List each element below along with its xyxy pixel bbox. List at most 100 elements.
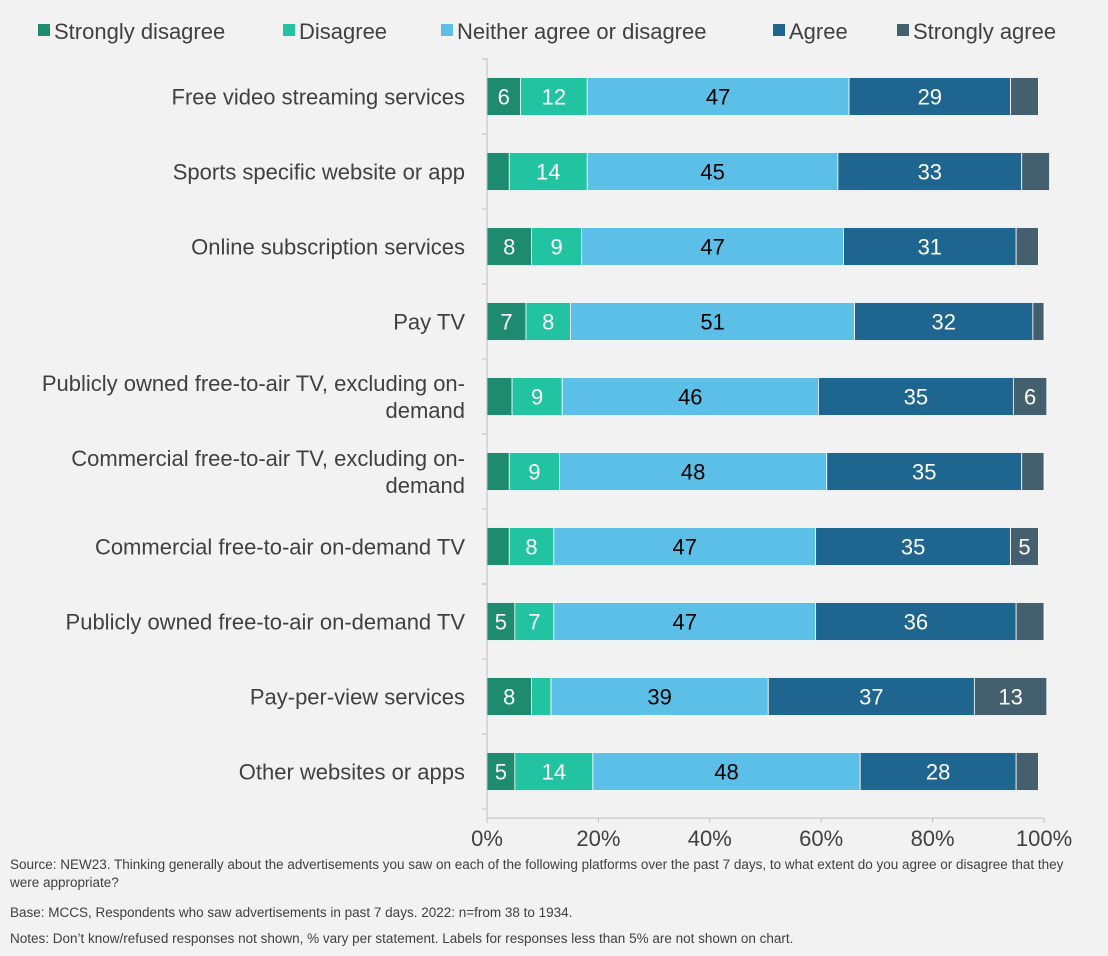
stacked-bar-chart: Strongly disagree Disagree Neither agree o… bbox=[38, 19, 1072, 850]
data-label: 6 bbox=[1024, 385, 1036, 410]
bar-segment bbox=[837, 152, 1023, 191]
bar-area: 6 12 47 29 14 45 33 8 9 47 31 7 8 51 32 9 46 35 6 9 48 35 8 47 3… bbox=[486, 77, 1050, 791]
bar-segment bbox=[1032, 302, 1045, 341]
category-label: Commercial free-to-air TV, excluding on-… bbox=[71, 446, 465, 498]
bar-segment bbox=[486, 152, 510, 191]
data-label: 12 bbox=[542, 85, 566, 110]
bar-segment bbox=[1015, 752, 1039, 791]
bar-segment bbox=[815, 527, 1011, 566]
x-axis: 0% 20% 40% 60% 80% 100% bbox=[471, 58, 1072, 850]
data-label: 29 bbox=[918, 85, 942, 110]
data-label: 48 bbox=[714, 760, 738, 785]
bar-segment bbox=[514, 752, 594, 791]
data-label: 9 bbox=[551, 235, 563, 260]
data-label: 14 bbox=[536, 160, 560, 185]
data-label: 6 bbox=[498, 85, 510, 110]
bar-segment bbox=[586, 152, 839, 191]
data-label: 8 bbox=[503, 235, 515, 260]
x-tick-label: 0% bbox=[471, 826, 503, 850]
data-label: 47 bbox=[672, 610, 696, 635]
data-label: 5 bbox=[495, 760, 507, 785]
bar-segment bbox=[486, 452, 510, 491]
data-label: 51 bbox=[700, 310, 724, 335]
bar-segment bbox=[486, 302, 527, 341]
data-label: 8 bbox=[542, 310, 554, 335]
data-label: 8 bbox=[525, 535, 537, 560]
data-label: 35 bbox=[901, 535, 925, 560]
data-label: 35 bbox=[904, 385, 928, 410]
bar-segment bbox=[486, 752, 516, 791]
data-label: 47 bbox=[700, 235, 724, 260]
bar-segment bbox=[531, 677, 552, 716]
data-label: 36 bbox=[904, 610, 928, 635]
bar-segment bbox=[486, 77, 521, 116]
bar-segment bbox=[508, 452, 560, 491]
bar-segment bbox=[1021, 452, 1045, 491]
category-label: Pay TV bbox=[393, 310, 465, 335]
bar-segment bbox=[559, 452, 828, 491]
bar-segment bbox=[511, 377, 563, 416]
legend-label: Neither agree or disagree bbox=[457, 19, 706, 44]
bar-segment bbox=[581, 227, 844, 266]
data-label: 39 bbox=[647, 685, 671, 710]
bar-segment bbox=[486, 677, 532, 716]
legend-swatch bbox=[38, 24, 50, 36]
data-label: 46 bbox=[678, 385, 702, 410]
bar-segment bbox=[553, 602, 817, 641]
legend-label: Strongly disagree bbox=[54, 19, 225, 44]
source-note: Source: NEW23. Thinking generally about … bbox=[10, 857, 1064, 890]
x-tick-label: 80% bbox=[911, 826, 955, 850]
category-label: Publicly owned free-to-air on-demand TV bbox=[66, 610, 466, 635]
data-label: 8 bbox=[503, 685, 515, 710]
data-label: 33 bbox=[918, 160, 942, 185]
bar-segment bbox=[826, 452, 1023, 491]
data-label: 31 bbox=[918, 235, 942, 260]
category-labels: Free video streaming services Sports spec… bbox=[42, 85, 465, 785]
category-label: Commercial free-to-air on-demand TV bbox=[95, 535, 465, 560]
data-label: 5 bbox=[1018, 535, 1030, 560]
bar-segment bbox=[592, 752, 861, 791]
chart-legend: Strongly disagree Disagree Neither agree o… bbox=[38, 19, 1056, 44]
legend-swatch bbox=[897, 24, 909, 36]
legend-swatch bbox=[441, 24, 453, 36]
legend-swatch bbox=[773, 24, 785, 36]
bar-segment bbox=[520, 77, 588, 116]
category-label: Sports specific website or app bbox=[173, 160, 465, 185]
bar-segment bbox=[1010, 77, 1039, 116]
data-label: 32 bbox=[931, 310, 955, 335]
data-label: 45 bbox=[700, 160, 724, 185]
bar-segment bbox=[1010, 527, 1039, 566]
legend-swatch bbox=[283, 24, 295, 36]
bar-segment bbox=[848, 77, 1011, 116]
data-label: 7 bbox=[500, 310, 512, 335]
data-label: 9 bbox=[528, 460, 540, 485]
bar-segment bbox=[1021, 152, 1050, 191]
legend-label: Strongly agree bbox=[913, 19, 1056, 44]
bar-segment bbox=[561, 377, 819, 416]
bar-segment bbox=[973, 677, 1048, 716]
data-label: 37 bbox=[859, 685, 883, 710]
category-label: Publicly owned free-to-air TV, excluding… bbox=[42, 371, 465, 423]
category-label: Other websites or apps bbox=[239, 760, 465, 785]
x-tick-label: 40% bbox=[688, 826, 732, 850]
notes-note: Notes: Don’t know/refused responses not … bbox=[10, 931, 794, 946]
bar-segment bbox=[525, 302, 571, 341]
bar-segment bbox=[818, 377, 1014, 416]
legend-label: Agree bbox=[789, 19, 848, 44]
x-tick-label: 60% bbox=[799, 826, 843, 850]
base-note: Base: MCCS, Respondents who saw advertis… bbox=[10, 905, 573, 920]
x-tick-label: 100% bbox=[1016, 826, 1072, 850]
category-label: Pay-per-view services bbox=[250, 685, 465, 710]
bar-segment bbox=[531, 227, 583, 266]
data-label: 47 bbox=[672, 535, 696, 560]
data-label: 14 bbox=[542, 760, 566, 785]
data-label: 47 bbox=[706, 85, 730, 110]
bar-segment bbox=[1015, 227, 1039, 266]
data-label: 9 bbox=[531, 385, 543, 410]
bar-segment bbox=[514, 602, 555, 641]
bar-segment bbox=[1012, 377, 1048, 416]
bar-segment bbox=[586, 77, 850, 116]
data-label: 35 bbox=[912, 460, 936, 485]
data-label: 7 bbox=[528, 610, 540, 635]
data-label: 13 bbox=[998, 685, 1022, 710]
